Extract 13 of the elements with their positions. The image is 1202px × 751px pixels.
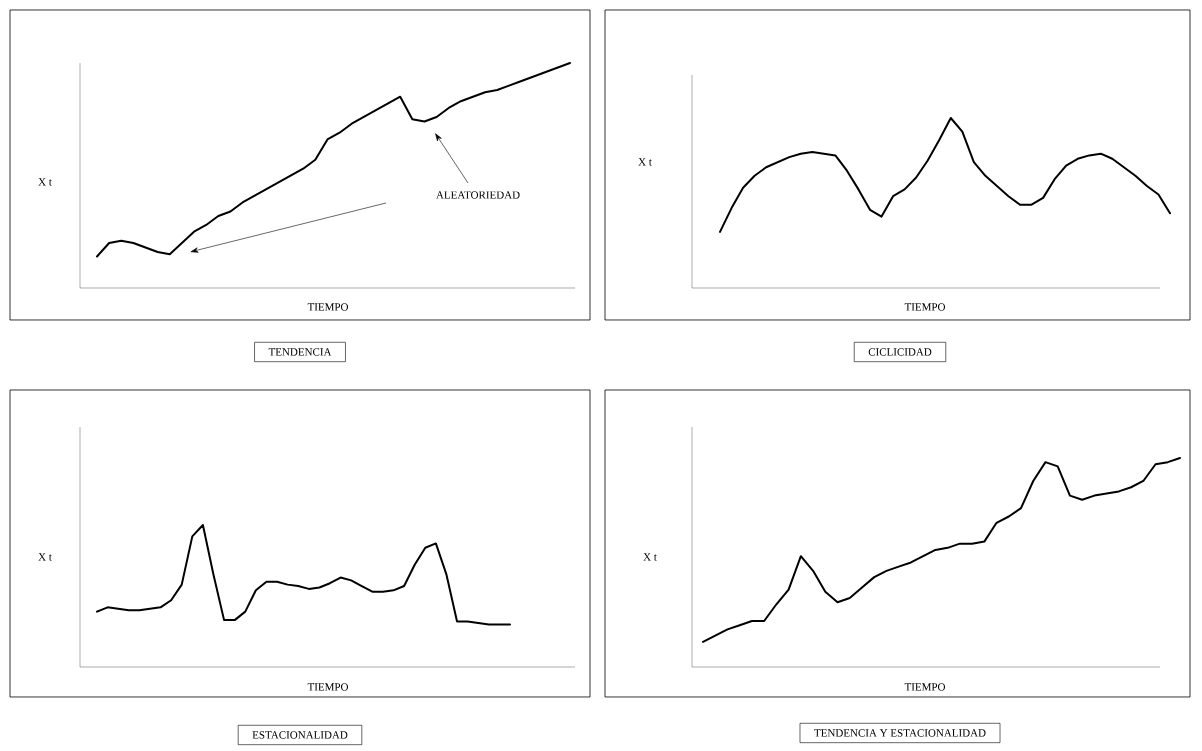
- x-axis-title: TIEMPO: [307, 303, 349, 311]
- y-axis-title: X t: [38, 553, 52, 561]
- y-axis-title: X t: [638, 158, 652, 166]
- x-axis-title: TIEMPO: [904, 683, 946, 691]
- x-axis-title: TIEMPO: [904, 303, 946, 311]
- text: CICLICIDAD: [868, 348, 932, 356]
- annotation: ALEATORIEDAD: [436, 191, 520, 199]
- y-axis-title: X t: [643, 553, 657, 561]
- y-axis-title: X t: [38, 178, 52, 186]
- text: TENDENCIA Y ESTACIONALIDAD: [814, 729, 986, 737]
- text: TENDENCIA: [268, 348, 332, 356]
- x-axis-title: TIEMPO: [307, 683, 349, 691]
- text: ESTACIONALIDAD: [252, 731, 348, 739]
